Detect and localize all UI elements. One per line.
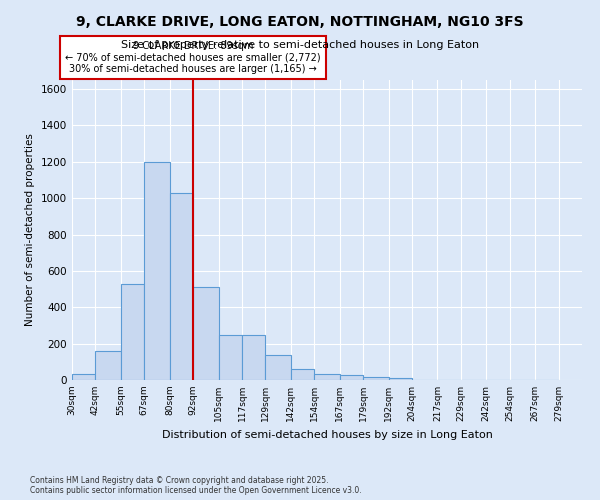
Text: 9, CLARKE DRIVE, LONG EATON, NOTTINGHAM, NG10 3FS: 9, CLARKE DRIVE, LONG EATON, NOTTINGHAM,…: [76, 15, 524, 29]
Bar: [363, 378, 389, 380]
Bar: [340, 376, 363, 380]
Bar: [72, 374, 95, 380]
Bar: [95, 351, 121, 380]
Bar: [242, 336, 265, 380]
Text: Size of property relative to semi-detached houses in Long Eaton: Size of property relative to semi-detach…: [121, 40, 479, 50]
X-axis label: Distribution of semi-detached houses by size in Long Eaton: Distribution of semi-detached houses by …: [161, 430, 493, 440]
Text: 9 CLARKE DRIVE: 89sqm
← 70% of semi-detached houses are smaller (2,772)
30% of s: 9 CLARKE DRIVE: 89sqm ← 70% of semi-deta…: [65, 41, 321, 74]
Bar: [193, 288, 218, 380]
Bar: [389, 378, 412, 380]
Bar: [265, 354, 291, 380]
Y-axis label: Number of semi-detached properties: Number of semi-detached properties: [25, 134, 35, 326]
Bar: [291, 369, 314, 380]
Bar: [170, 192, 193, 380]
Bar: [218, 336, 242, 380]
Text: Contains HM Land Registry data © Crown copyright and database right 2025.
Contai: Contains HM Land Registry data © Crown c…: [30, 476, 362, 495]
Bar: [121, 284, 144, 380]
Bar: [144, 162, 170, 380]
Bar: [314, 374, 340, 380]
